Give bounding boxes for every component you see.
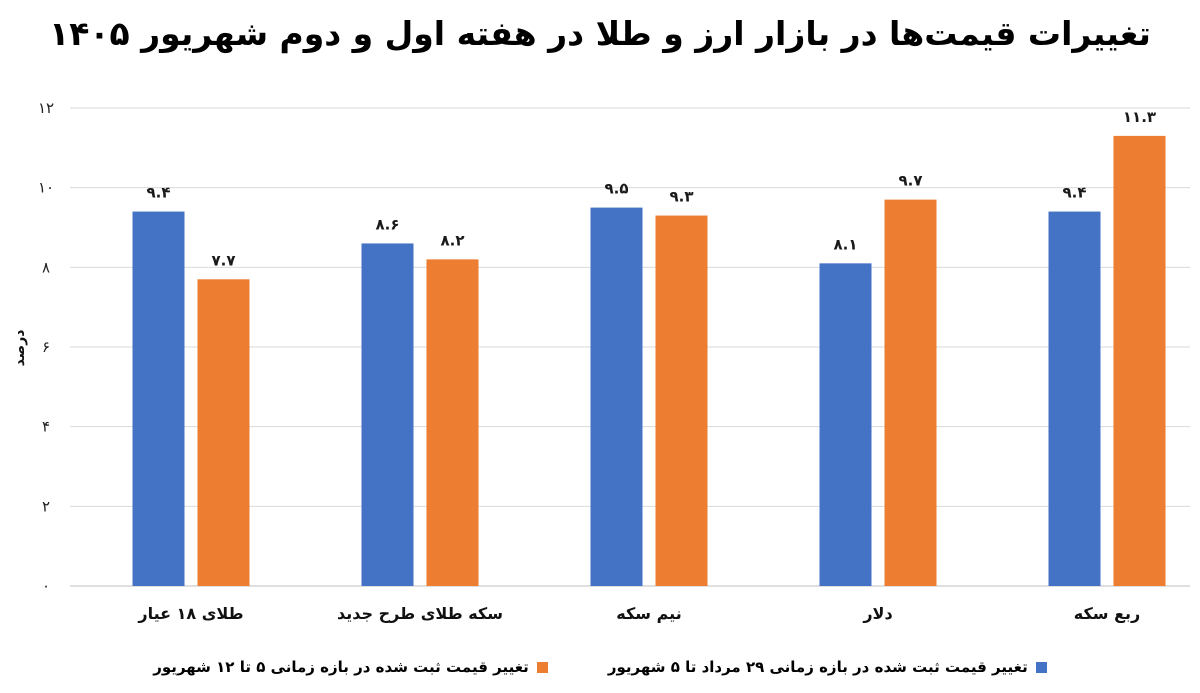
y-tick-label: ۲ [42, 497, 50, 515]
legend: تغییر قیمت ثبت شده در بازه زمانی ۲۹ مردا… [0, 654, 1200, 680]
chart-title: تغییرات قیمت‌ها در بازار ارز و طلا در هف… [49, 14, 1151, 53]
legend-item-series-1: تغییر قیمت ثبت شده در بازه زمانی ۲۹ مردا… [608, 658, 1047, 676]
y-axis-label: درصد [12, 330, 28, 367]
data-label: ۷.۷ [211, 251, 235, 269]
bar [884, 199, 937, 586]
legend-item-series-2: تغییر قیمت ثبت شده در بازه زمانی ۵ تا ۱۲… [153, 658, 548, 676]
category-label: سکه طلای طرح جدید [337, 604, 503, 623]
bar-chart: ۰ ۲ ۴ ۶ ۸ ۱۰ ۱۲ درصد ۹.۴ ۱۱.۳ ۸.۱ ۹.۷ ۹.۵ ۹.۳ ۸.۶ ۸.۲… [12, 99, 1190, 623]
legend-label-series-2: تغییر قیمت ثبت شده در بازه زمانی ۵ تا ۱۲… [153, 658, 529, 676]
y-tick-label: ۱۰ [38, 179, 54, 197]
bar [132, 211, 185, 587]
legend-swatch-series-1 [1035, 661, 1047, 673]
y-tick-label: ۰ [42, 577, 50, 595]
bar [1113, 135, 1166, 586]
category-label: نیم سکه [616, 604, 681, 623]
data-label: ۱۱.۳ [1123, 108, 1156, 126]
category-label: ربع سکه [1074, 604, 1140, 623]
y-tick-label: ۴ [42, 418, 50, 436]
data-label: ۹.۵ [604, 180, 628, 198]
category-label: دلار [862, 604, 892, 623]
y-tick-label: ۶ [42, 338, 50, 356]
bar [426, 259, 479, 586]
bar [655, 215, 708, 587]
bar [361, 243, 414, 586]
category-label: طلای ۱۸ عیار [137, 604, 243, 623]
data-labels: ۹.۴ ۱۱.۳ ۸.۱ ۹.۷ ۹.۵ ۹.۳ ۸.۶ ۸.۲ ۹.۴ ۷.۷ [146, 108, 1156, 269]
data-label: ۹.۴ [1062, 184, 1086, 202]
bar [819, 263, 872, 586]
y-axis-ticks: ۰ ۲ ۴ ۶ ۸ ۱۰ ۱۲ [38, 99, 54, 595]
data-label: ۹.۷ [898, 172, 922, 190]
data-label: ۹.۳ [669, 188, 693, 206]
y-tick-label: ۸ [42, 258, 50, 276]
category-labels: ربع سکه دلار نیم سکه سکه طلای طرح جدید طلای … [137, 604, 1140, 623]
bar [1048, 211, 1101, 587]
data-label: ۹.۴ [146, 184, 170, 202]
bar [590, 207, 643, 587]
data-label: ۸.۱ [833, 235, 857, 253]
y-tick-label: ۱۲ [38, 99, 54, 117]
bars [132, 135, 1166, 587]
legend-swatch-series-2 [536, 661, 548, 673]
legend-label-series-1: تغییر قیمت ثبت شده در بازه زمانی ۲۹ مردا… [607, 658, 1028, 676]
data-label: ۸.۲ [440, 231, 464, 249]
data-label: ۸.۶ [375, 215, 399, 233]
bar [197, 279, 250, 586]
